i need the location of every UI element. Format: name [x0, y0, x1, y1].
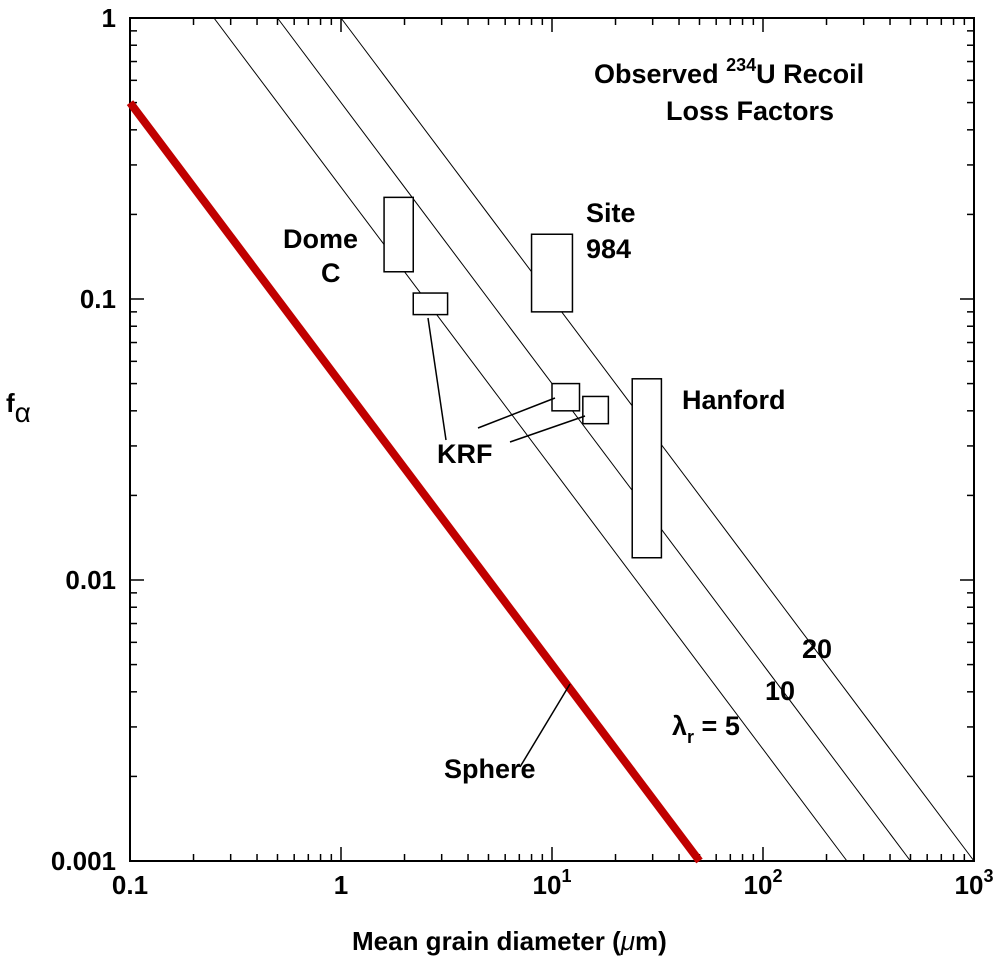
chart-title-line2: Loss Factors — [666, 96, 834, 126]
roughness-line — [213, 17, 848, 862]
x-axis-title-post: m) — [635, 926, 667, 956]
sphere-label: Sphere — [444, 754, 536, 784]
roughness-label-10: 10 — [765, 676, 795, 706]
range-box — [631, 378, 663, 559]
x-tick-label-main: 10 — [744, 870, 773, 900]
roughness-label-20: 20 — [802, 634, 832, 664]
range-boxes — [383, 196, 663, 559]
chart-title-post: U Recoil — [756, 59, 864, 89]
roughness-label-5: λr = 5 — [672, 711, 740, 747]
y-tick-label: 0.001 — [51, 846, 116, 876]
krf-label: KRF — [437, 439, 493, 469]
y-tick-label: 0.1 — [80, 284, 116, 314]
chart-title-sup: 234 — [726, 55, 756, 75]
range-label: Hanford — [682, 385, 786, 415]
roughness-lines — [213, 17, 975, 862]
x-tick-label: 102 — [744, 866, 783, 900]
x-tick-label: 0.1 — [112, 870, 148, 900]
x-tick-label-main: 10 — [955, 870, 984, 900]
x-tick-label-main: 10 — [533, 870, 562, 900]
y-tick-label: 0.01 — [65, 565, 116, 595]
y-axis-title-main: f — [6, 388, 15, 418]
chart-title-line1: Observed 234U Recoil — [594, 55, 864, 89]
leader-line — [427, 317, 447, 441]
lambda-subscript: r — [687, 727, 694, 747]
x-tick-label: 101 — [533, 866, 572, 900]
range-box — [551, 382, 581, 412]
x-axis-title-main: Mean grain diameter ( — [352, 926, 621, 956]
text-labels: 0.1 1 101 102 1030.0010.010.11DomeCSite984Ha… — [51, 3, 994, 900]
y-axis-title-sub: α — [15, 397, 31, 428]
range-box — [530, 233, 574, 313]
chart-title-pre: Observed — [594, 59, 726, 89]
lambda-symbol: λ — [672, 711, 687, 741]
axis-ticks — [130, 18, 974, 861]
range-label: Site — [586, 198, 636, 228]
leader-line — [519, 683, 571, 768]
leader-lines — [427, 317, 586, 768]
range-label: 984 — [586, 234, 631, 264]
roughness-line — [277, 17, 911, 862]
x-axis-title-mu: μ — [620, 926, 635, 956]
range-box — [383, 196, 415, 273]
x-tick-label-exponent: 2 — [772, 866, 782, 886]
sphere-line-group — [126, 100, 703, 864]
range-box — [582, 395, 610, 425]
sphere-line — [126, 100, 703, 864]
y-axis-title: fα — [6, 388, 31, 428]
x-tick-label-main: 0.1 — [112, 870, 148, 900]
x-tick-label-exponent: 3 — [983, 866, 993, 886]
range-box — [412, 292, 449, 316]
leader-line — [477, 397, 556, 429]
x-tick-label-exponent: 1 — [561, 866, 571, 886]
x-axis-title: Mean grain diameter (μm) — [352, 926, 667, 956]
range-label: C — [321, 258, 341, 288]
x-tick-label: 103 — [955, 866, 994, 900]
y-tick-label: 1 — [102, 3, 116, 33]
leader-line — [509, 415, 586, 443]
lambda-value: = 5 — [694, 711, 740, 741]
range-label: Dome — [283, 224, 358, 254]
x-tick-label-main: 1 — [334, 870, 348, 900]
plot-frame — [129, 17, 975, 862]
x-tick-label: 1 — [334, 870, 348, 900]
